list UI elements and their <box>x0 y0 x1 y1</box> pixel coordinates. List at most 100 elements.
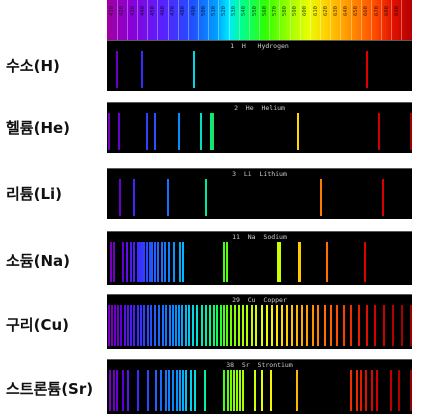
emission-line <box>192 305 195 346</box>
emission-line <box>145 113 148 150</box>
label-hydrogen: 수소(H) <box>6 57 60 75</box>
emission-line <box>211 113 214 150</box>
emission-line <box>366 51 369 88</box>
emission-line <box>178 113 181 150</box>
emission-line <box>188 305 191 346</box>
emission-line <box>159 370 162 411</box>
emission-line <box>360 370 363 411</box>
emission-lines <box>107 360 412 414</box>
emission-line <box>239 370 242 411</box>
scale-tick <box>238 0 240 40</box>
label-strontium: 스트론튬(Sr) <box>6 380 94 398</box>
emission-line <box>153 113 156 150</box>
emission-line <box>173 242 176 282</box>
emission-line <box>285 305 288 346</box>
emission-line <box>265 305 268 346</box>
scale-tick-label: 540 <box>241 6 248 16</box>
emission-line <box>410 370 412 411</box>
scale-tick-label: 460 <box>160 6 166 16</box>
emission-line <box>358 305 361 346</box>
emission-line <box>203 370 206 411</box>
spectrum-strontium: 38 Sr Strontium <box>107 359 412 414</box>
emission-line <box>389 370 392 411</box>
emission-line <box>276 242 279 282</box>
scale-tick <box>126 0 128 40</box>
emission-line <box>194 370 197 411</box>
emission-line <box>136 242 139 282</box>
scale-tick-label: 420 <box>119 6 126 16</box>
scale-tick-label: 580 <box>282 6 288 16</box>
emission-line <box>374 305 377 346</box>
emission-line <box>222 370 225 411</box>
emission-line <box>113 370 116 411</box>
emission-line <box>116 51 119 88</box>
spectrum-lithium: 3 Li Lithium <box>107 168 412 219</box>
emission-line <box>366 305 369 346</box>
emission-line <box>278 242 281 282</box>
emission-line <box>190 370 193 411</box>
emission-line <box>142 305 145 346</box>
emission-line <box>118 113 121 150</box>
emission-line <box>153 305 156 346</box>
emission-line <box>110 242 113 282</box>
emission-line <box>199 113 202 150</box>
scale-tick <box>309 0 311 40</box>
emission-line <box>149 305 152 346</box>
spectrum-hydrogen: 1 H Hydrogen <box>107 40 412 91</box>
scale-tick <box>370 0 372 40</box>
emission-line <box>196 305 199 346</box>
emission-line <box>222 305 225 346</box>
emission-line <box>242 305 245 346</box>
emission-line <box>176 370 179 411</box>
emission-line <box>169 305 172 346</box>
emission-line <box>111 305 114 346</box>
emission-line <box>108 113 111 150</box>
spectrum-sodium: 11 Na Sodium <box>107 231 412 285</box>
scale-tick-label: 640 <box>343 6 349 16</box>
scale-tick-label: 650 <box>353 6 360 16</box>
emission-line <box>122 370 125 411</box>
emission-lines <box>107 169 412 219</box>
emission-line <box>157 305 160 346</box>
scale-tick-label: 430 <box>129 6 136 16</box>
emission-line <box>114 305 117 346</box>
emission-line <box>168 242 171 282</box>
emission-line <box>269 370 272 411</box>
emission-line <box>317 305 320 346</box>
emission-line <box>109 370 112 411</box>
emission-line <box>238 305 241 346</box>
emission-line <box>254 370 257 411</box>
emission-line <box>297 113 300 150</box>
emission-line <box>181 305 184 346</box>
emission-line <box>124 305 127 346</box>
emission-line <box>130 242 133 282</box>
emission-line <box>204 305 207 346</box>
emission-line <box>154 370 157 411</box>
emission-line <box>140 51 143 88</box>
emission-line <box>178 305 181 346</box>
emission-line <box>291 305 294 346</box>
emission-line <box>409 305 412 346</box>
emission-line <box>236 370 239 411</box>
emission-line <box>365 370 368 411</box>
emission-line <box>225 305 228 346</box>
spectrum-copper: 29 Cu Copper <box>107 294 412 349</box>
scale-tick-label: 660 <box>363 6 370 16</box>
emission-line <box>164 305 167 346</box>
scale-tick-label: 570 <box>271 6 278 16</box>
scale-tick <box>137 0 138 40</box>
scale-tick-label: 600 <box>302 6 309 16</box>
emission-line <box>146 370 149 411</box>
scale-tick-label: 560 <box>261 6 268 16</box>
emission-line <box>116 370 119 411</box>
emission-line <box>397 370 400 411</box>
emission-lines <box>107 232 412 285</box>
scale-tick <box>218 0 220 40</box>
label-lithium: 리튬(Li) <box>6 185 63 203</box>
emission-line <box>270 305 273 346</box>
emission-line <box>376 370 379 411</box>
emission-line <box>400 305 403 346</box>
emission-line <box>275 305 278 346</box>
emission-line <box>298 242 301 282</box>
emission-line <box>212 305 215 346</box>
